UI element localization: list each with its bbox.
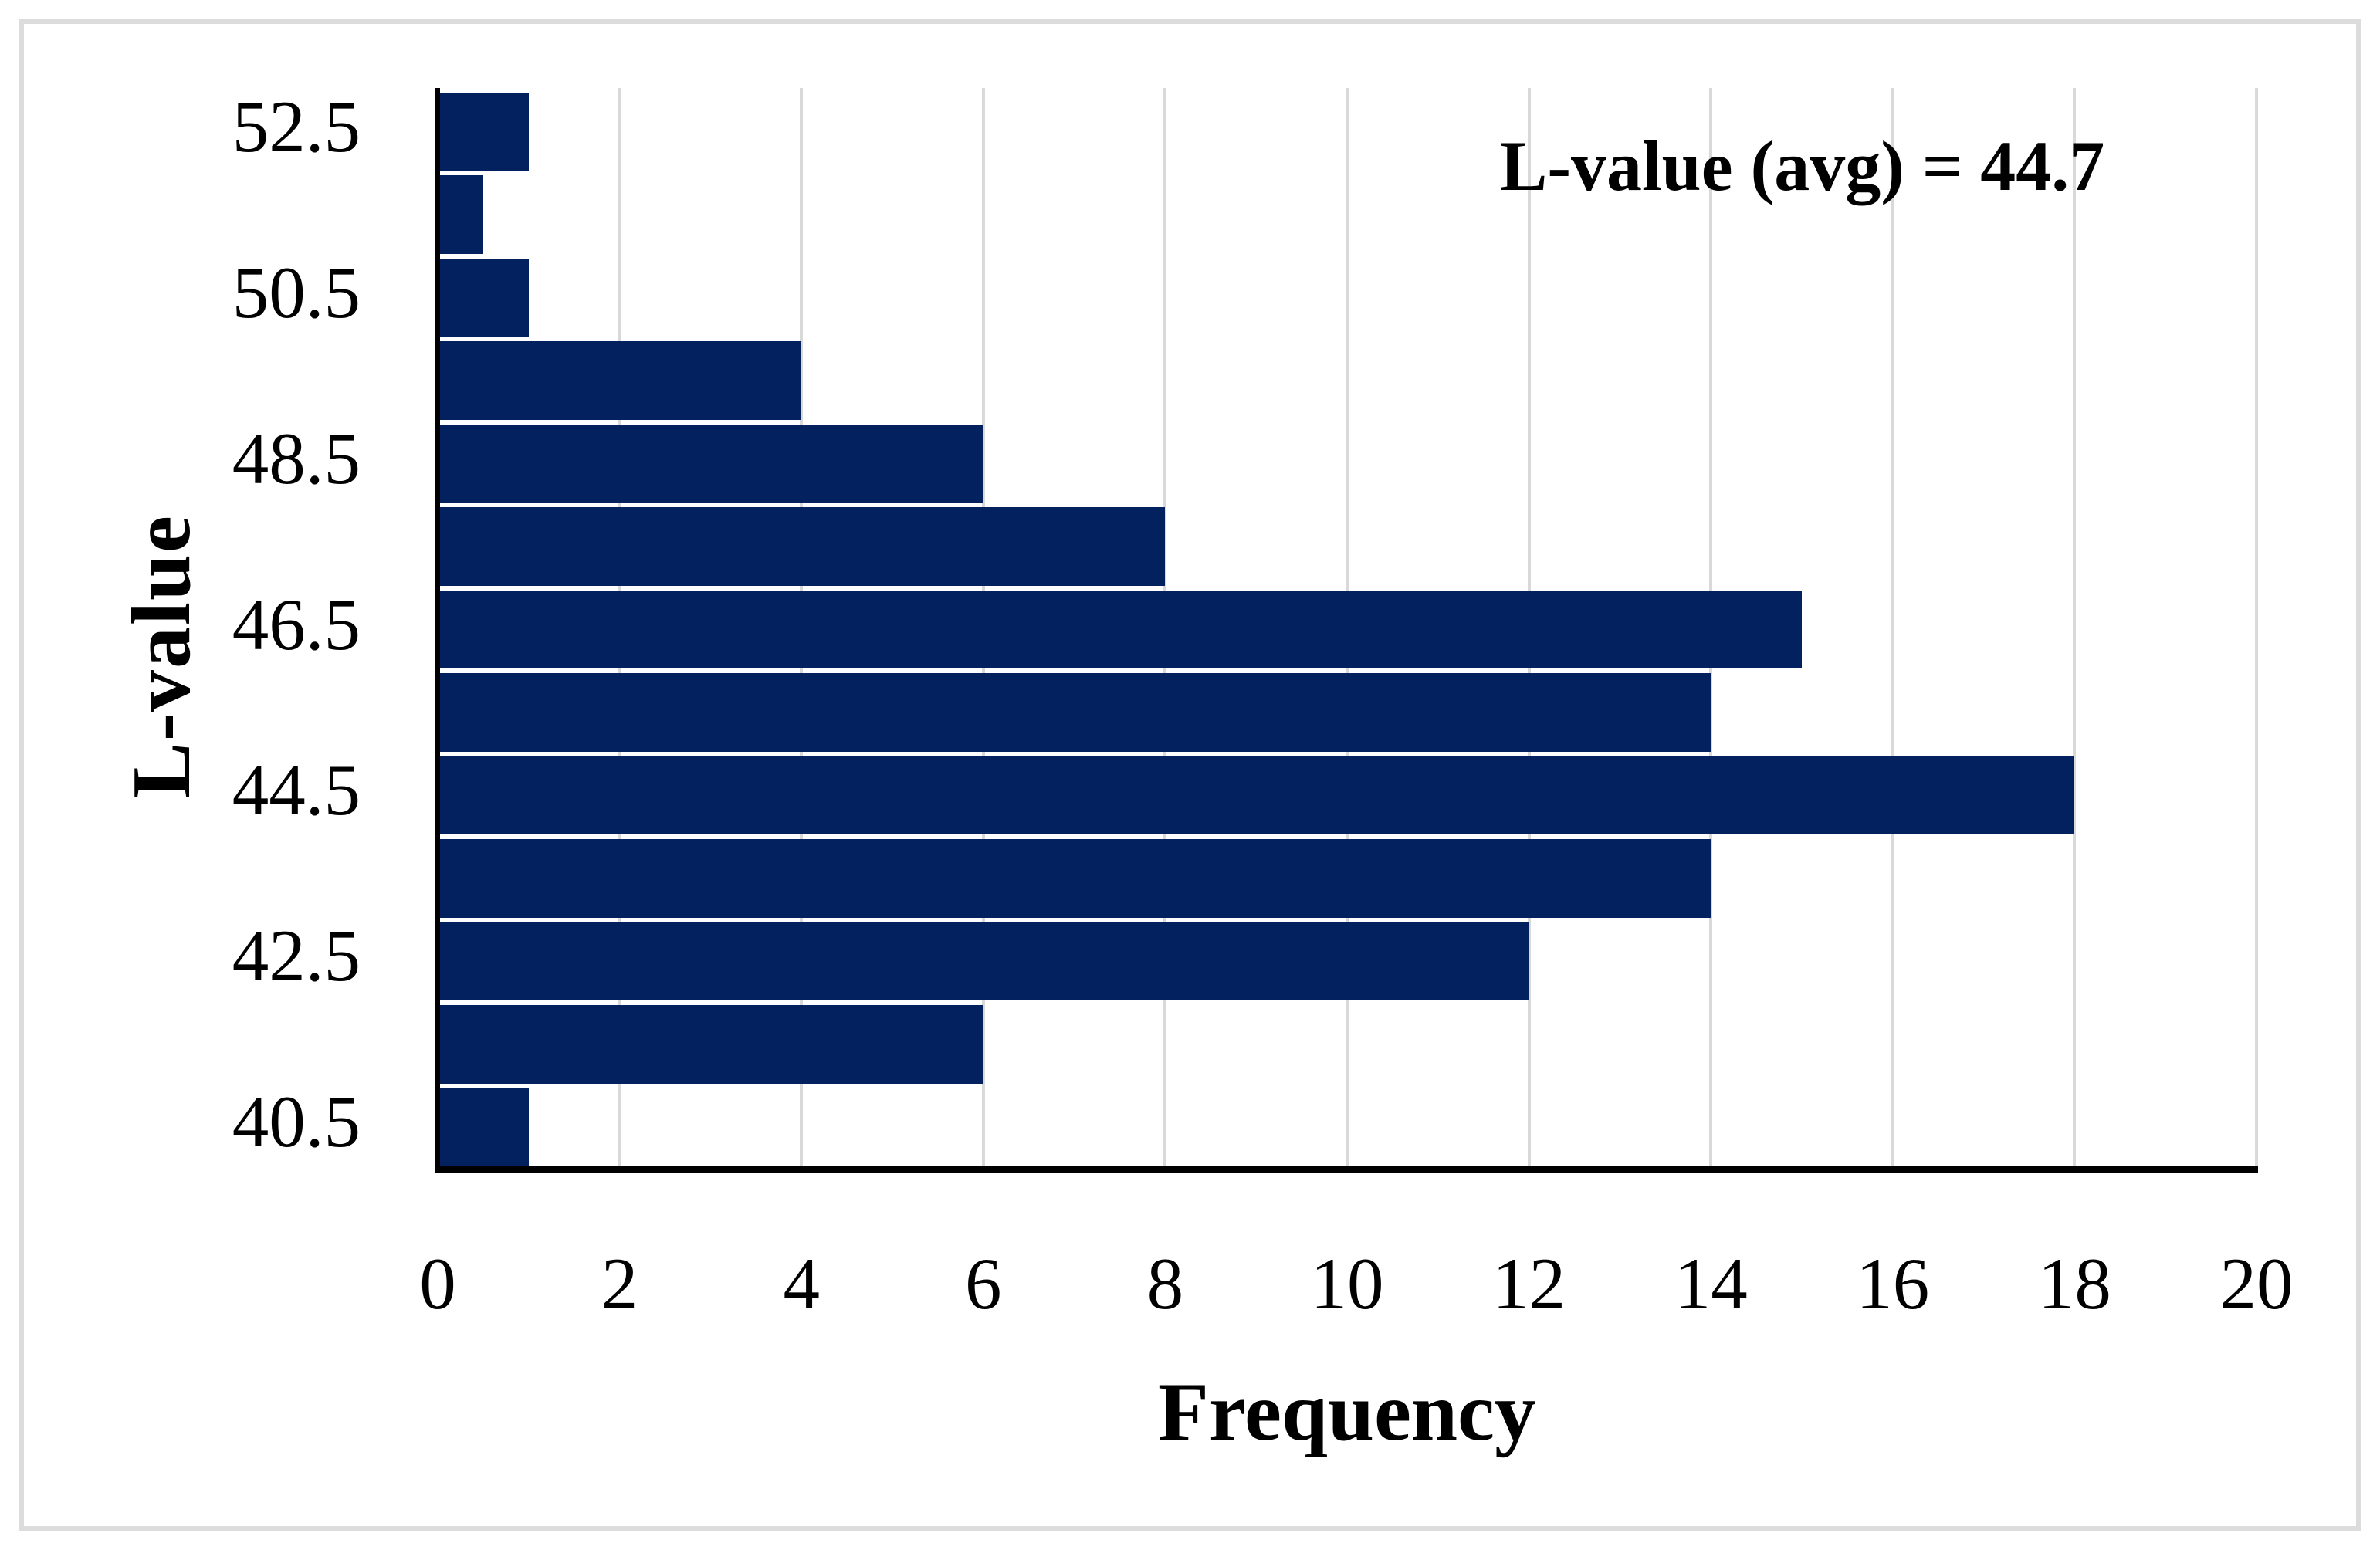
bar-row: [438, 90, 2256, 173]
bar-row: [438, 920, 2256, 1003]
y-tick-label-40.5: 40.5: [232, 1081, 361, 1163]
bar-48.5: [438, 424, 983, 503]
figure-border: [19, 19, 2361, 1531]
gridline-x-16: [1891, 88, 1894, 1168]
bar-row: [438, 256, 2256, 339]
y-axis-line: [435, 88, 440, 1171]
y-tick-label-46.5: 46.5: [232, 583, 361, 665]
x-tick-label-10: 10: [1310, 1243, 1384, 1325]
plot-area: [435, 88, 2258, 1173]
bar-unlabeled-1: [438, 175, 483, 254]
x-tick-label-4: 4: [783, 1243, 820, 1325]
bar-40.5: [438, 1088, 529, 1166]
bar-unlabeled-11: [438, 1005, 983, 1084]
bar-unlabeled-7: [438, 673, 1711, 752]
bar-unlabeled-3: [438, 341, 802, 420]
bar-52.5: [438, 93, 529, 171]
bar-row: [438, 505, 2256, 587]
bar-46.5: [438, 590, 1802, 669]
bar-row: [438, 1003, 2256, 1085]
bar-50.5: [438, 258, 529, 337]
x-tick-label-14: 14: [1674, 1243, 1748, 1325]
gridline-x-20: [2255, 88, 2258, 1168]
bar-unlabeled-9: [438, 839, 1711, 918]
bar-row: [438, 671, 2256, 753]
x-tick-label-8: 8: [1146, 1243, 1184, 1325]
x-tick-label-12: 12: [1492, 1243, 1566, 1325]
bar-row: [438, 837, 2256, 919]
average-annotation: L-value (avg) = 44.7: [1500, 127, 2105, 205]
x-axis-title: Frequency: [1158, 1366, 1536, 1458]
bar-42.5: [438, 922, 1529, 1001]
y-tick-label-50.5: 50.5: [232, 251, 361, 333]
x-tick-label-16: 16: [1856, 1243, 1930, 1325]
bar-row: [438, 339, 2256, 421]
y-tick-label-52.5: 52.5: [232, 85, 361, 168]
x-tick-label-20: 20: [2219, 1243, 2294, 1325]
x-tick-label-6: 6: [965, 1243, 1002, 1325]
bar-row: [438, 588, 2256, 671]
x-tick-label-0: 0: [419, 1243, 456, 1325]
bar-row: [438, 1086, 2256, 1169]
x-tick-label-2: 2: [601, 1243, 638, 1325]
y-tick-label-48.5: 48.5: [232, 417, 361, 499]
bar-row: [438, 754, 2256, 837]
y-axis-title: L-value: [116, 513, 208, 799]
x-tick-label-18: 18: [2037, 1243, 2111, 1325]
bar-unlabeled-5: [438, 507, 1166, 586]
x-axis-line: [435, 1166, 2258, 1173]
y-tick-label-42.5: 42.5: [232, 915, 361, 997]
y-tick-label-44.5: 44.5: [232, 749, 361, 831]
bar-row: [438, 173, 2256, 256]
gridline-x-18: [2073, 88, 2077, 1168]
bar-44.5: [438, 756, 2075, 835]
bar-row: [438, 422, 2256, 505]
